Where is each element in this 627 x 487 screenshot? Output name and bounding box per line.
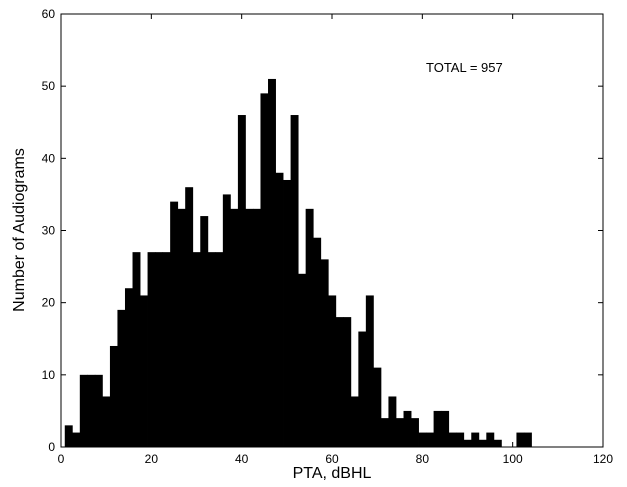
histogram-bar [380, 418, 389, 447]
x-tick-label: 120 [593, 452, 613, 466]
histogram-bar [426, 432, 435, 447]
x-tick-label: 0 [58, 452, 65, 466]
histogram-bar [215, 252, 224, 447]
histogram-bar [102, 396, 111, 447]
histogram-bar [335, 317, 344, 447]
histogram-bar [200, 216, 209, 447]
histogram-bar [140, 295, 148, 447]
histogram-bar [313, 237, 322, 447]
histogram-bar [418, 432, 427, 447]
histogram-bar [433, 410, 442, 447]
histogram-bar [170, 201, 179, 447]
histogram-bar [478, 439, 487, 447]
histogram-bar [268, 78, 276, 447]
histogram-bar [516, 432, 525, 447]
histogram-bar [471, 432, 480, 447]
histogram-bar [275, 172, 284, 447]
histogram-bar [252, 208, 261, 447]
y-tick-label: 60 [42, 7, 56, 21]
histogram-bar [245, 208, 254, 447]
histogram-bar [403, 410, 412, 447]
histogram-bar [305, 208, 314, 447]
histogram-bar [109, 345, 118, 447]
x-tick-label: 80 [416, 452, 430, 466]
histogram-bar [207, 252, 216, 447]
histogram-bar [147, 252, 156, 447]
histogram-bar [283, 179, 291, 448]
histogram-bar [87, 374, 96, 447]
histogram-bar [411, 418, 419, 447]
y-tick-label: 20 [42, 296, 56, 310]
bars-group [64, 78, 532, 448]
y-tick-label: 10 [42, 368, 56, 382]
histogram-bar [388, 396, 397, 447]
histogram-bar [260, 93, 269, 447]
histogram-bar [192, 252, 201, 447]
plot-frame [60, 13, 604, 448]
histogram-bar [523, 432, 532, 447]
histogram-bar [298, 273, 307, 447]
histogram-bar [448, 432, 457, 447]
histogram-bar [456, 432, 465, 447]
x-tick-label: 20 [145, 452, 159, 466]
x-tick-label: 40 [235, 452, 249, 466]
histogram-bar [328, 295, 337, 447]
histogram-bar [230, 208, 239, 447]
y-tick-label: 40 [42, 151, 56, 165]
histogram-bar [64, 425, 73, 447]
y-tick-label: 50 [42, 79, 56, 93]
histogram-bar [493, 439, 502, 447]
histogram-bar [132, 252, 141, 447]
histogram-bar [290, 115, 299, 447]
histogram-bar [463, 439, 472, 447]
ticks-group: 0 20 40 60 80 100 120 0 10 20 30 40 50 60 [42, 7, 614, 466]
histogram-bar [320, 259, 329, 447]
histogram-bar [124, 288, 133, 447]
x-axis-label: PTA, dBHL [293, 465, 372, 482]
histogram-bar [350, 396, 359, 447]
histogram-bar [72, 432, 81, 447]
histogram-bar [441, 410, 450, 447]
histogram-bar [358, 331, 367, 447]
histogram-bar [117, 309, 126, 447]
histogram-bar [373, 367, 382, 447]
histogram-bar [395, 418, 404, 447]
histogram-bar [237, 115, 246, 447]
histogram-bar [155, 252, 164, 447]
total-annotation: TOTAL = 957 [426, 60, 503, 75]
x-tick-label: 100 [503, 452, 523, 466]
x-tick-label: 60 [325, 452, 339, 466]
histogram-bar [177, 208, 186, 447]
histogram-bar [365, 295, 374, 447]
histogram-bar [162, 252, 171, 447]
histogram-bar [94, 374, 103, 447]
y-tick-label: 0 [48, 440, 55, 454]
histogram-bar [343, 317, 352, 447]
y-tick-label: 30 [42, 224, 56, 238]
y-axis-label: Number of Audiograms [11, 148, 28, 312]
histogram-bar [222, 194, 231, 447]
histogram-bar [79, 374, 88, 447]
histogram-bar [486, 432, 495, 447]
histogram-bar [185, 187, 194, 447]
